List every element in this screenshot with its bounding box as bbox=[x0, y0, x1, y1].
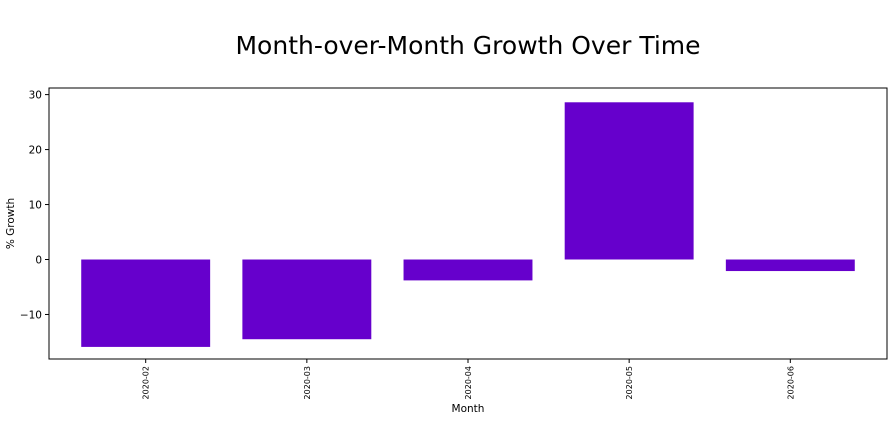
x-axis-label: Month bbox=[452, 403, 485, 415]
bar-2020-05 bbox=[564, 102, 694, 260]
y-tick-label: 30 bbox=[29, 89, 42, 101]
y-axis-label: % Growth bbox=[5, 198, 17, 249]
bars-group bbox=[81, 102, 855, 347]
x-tick-label: 2020-03 bbox=[303, 366, 312, 399]
x-tick-label: 2020-04 bbox=[464, 366, 473, 399]
x-tick-label: 2020-05 bbox=[625, 366, 634, 399]
bar-2020-03 bbox=[242, 259, 372, 340]
bar-2020-02 bbox=[81, 259, 211, 347]
chart-title: Month-over-Month Growth Over Time bbox=[235, 31, 700, 60]
y-tick-label: 10 bbox=[29, 199, 42, 211]
y-tick-label: 0 bbox=[35, 254, 42, 266]
y-tick-label: 20 bbox=[29, 144, 42, 156]
x-tick-label: 2020-02 bbox=[142, 366, 151, 399]
y-tick-label: −10 bbox=[20, 309, 42, 321]
x-tick-label: 2020-06 bbox=[786, 366, 795, 399]
bar-2020-06 bbox=[725, 259, 855, 272]
x-axis: 2020-02 2020-03 2020-04 2020-05 2020-06 bbox=[142, 359, 795, 399]
bar-2020-04 bbox=[403, 259, 533, 281]
y-axis: −10 0 10 20 30 bbox=[20, 89, 49, 321]
